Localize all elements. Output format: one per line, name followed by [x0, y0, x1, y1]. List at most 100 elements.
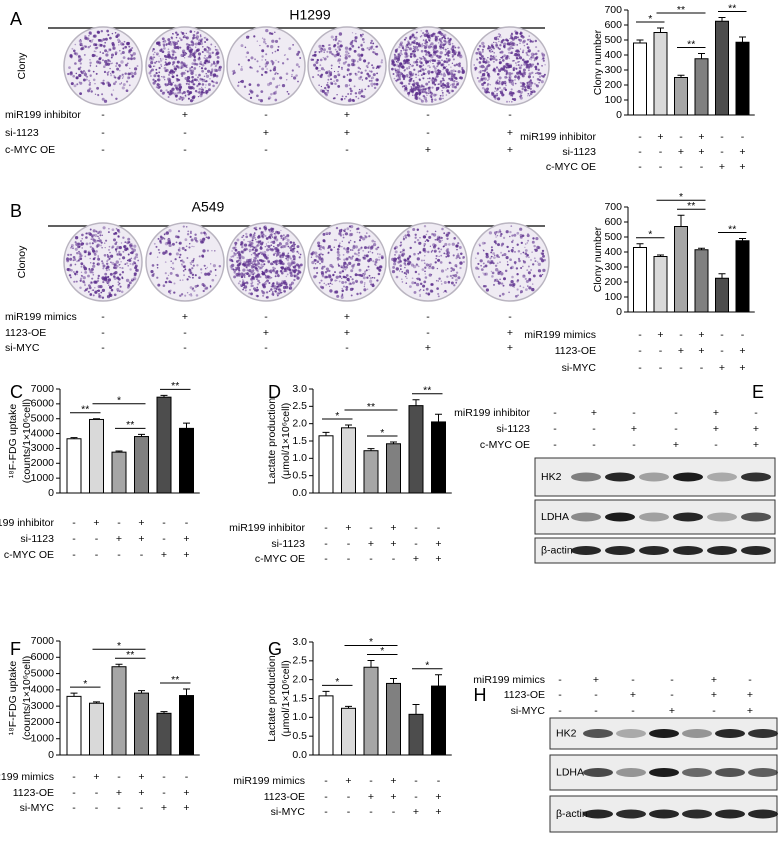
colony-dish [226, 222, 306, 302]
colony [319, 64, 322, 66]
colony [319, 263, 321, 265]
colony [333, 290, 337, 294]
blot-band [707, 546, 737, 555]
colony [91, 277, 94, 280]
condition-sign: - [162, 787, 166, 799]
colony [506, 76, 508, 79]
colony [425, 233, 428, 236]
colony [439, 45, 443, 49]
colony [296, 272, 300, 275]
colony [538, 82, 540, 84]
colony [488, 231, 493, 235]
colony [241, 66, 243, 68]
colony [287, 234, 290, 237]
colony [126, 262, 129, 265]
colony [198, 87, 202, 91]
colony [347, 99, 351, 103]
colony [419, 282, 423, 286]
colony [102, 226, 106, 230]
colony [102, 82, 105, 86]
condition-sign: - [426, 109, 430, 121]
colony [522, 251, 525, 254]
colony [263, 260, 266, 262]
colony [418, 42, 421, 44]
colony [541, 52, 544, 55]
bar [66, 438, 82, 494]
condition-sign: + [713, 423, 719, 435]
colony [354, 92, 358, 95]
colony [276, 49, 279, 52]
colony [248, 268, 252, 273]
colony [397, 256, 400, 260]
colony [487, 72, 490, 76]
colony [250, 90, 254, 94]
colony [526, 84, 530, 88]
colony [522, 49, 525, 52]
colony [171, 40, 174, 43]
colony [419, 237, 421, 239]
colony [268, 236, 271, 239]
colony [341, 266, 343, 269]
colony [525, 63, 529, 67]
colony [253, 272, 256, 274]
colony [245, 248, 249, 251]
colony [499, 44, 502, 47]
colony [214, 48, 217, 51]
blot-band [571, 512, 601, 522]
colony [255, 268, 259, 272]
colony [261, 252, 264, 256]
colony [241, 250, 245, 254]
colony [87, 253, 90, 256]
colony [244, 282, 246, 284]
colony [271, 248, 274, 251]
colony [122, 76, 125, 78]
colony [358, 258, 362, 262]
condition-sign: - [183, 327, 187, 339]
colony [129, 257, 132, 261]
colony [167, 84, 169, 86]
colony [435, 71, 437, 74]
colony [373, 277, 376, 279]
colony [424, 266, 427, 269]
colony [271, 229, 274, 233]
colony [368, 70, 371, 73]
significance-label: ** [367, 401, 375, 413]
colony [364, 282, 366, 284]
colony [282, 236, 286, 240]
colony [196, 264, 199, 267]
colony [211, 68, 214, 71]
colony [169, 271, 173, 275]
colony [501, 55, 504, 58]
colony [163, 47, 166, 50]
colony [452, 69, 456, 73]
colony [510, 51, 514, 55]
significance-label: ** [728, 223, 736, 235]
colony [251, 239, 254, 242]
colony [345, 288, 349, 291]
colony [508, 291, 510, 294]
condition-sign: - [741, 329, 745, 341]
colony [528, 58, 531, 60]
y-axis-label: ¹⁸F-FDG uptake [7, 661, 19, 736]
colony [525, 288, 528, 291]
colony [190, 263, 193, 266]
colony [193, 83, 196, 86]
colony [164, 272, 167, 275]
colony [425, 82, 429, 86]
condition-sign: - [414, 538, 418, 550]
colony [110, 56, 113, 59]
colony [76, 260, 79, 263]
colony [433, 249, 437, 253]
colony [217, 60, 219, 63]
condition-sign: - [426, 127, 430, 139]
colony [357, 53, 361, 57]
colony [107, 81, 110, 84]
colony [275, 282, 279, 286]
colony [422, 72, 426, 76]
colony [179, 46, 182, 49]
colony [156, 256, 159, 258]
colony [413, 240, 417, 244]
colony [427, 51, 431, 55]
condition-sign: - [183, 144, 187, 156]
colony [176, 66, 178, 68]
